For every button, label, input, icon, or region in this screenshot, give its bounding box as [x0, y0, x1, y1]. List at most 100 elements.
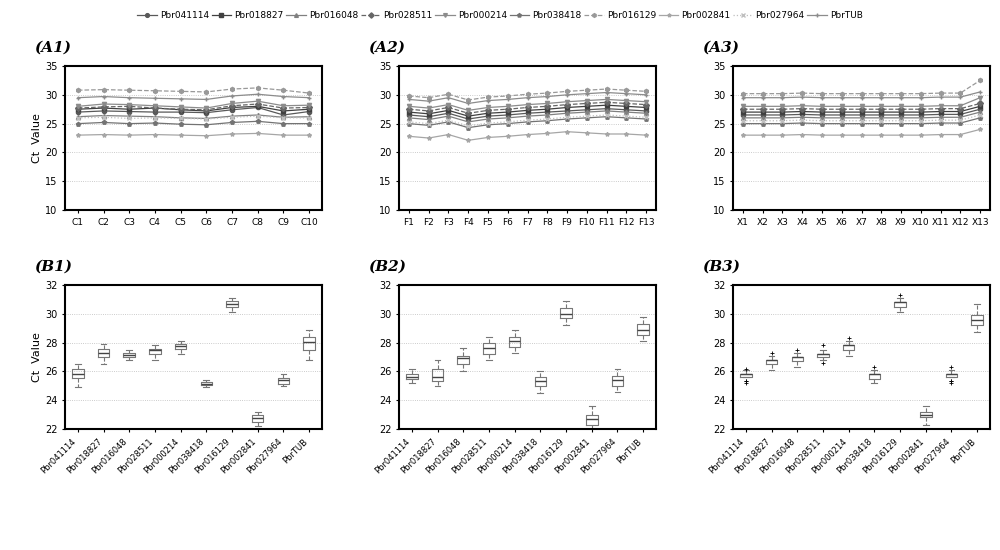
- Pbr000214: [252, 98, 264, 104]
- Pbr016129: [303, 90, 315, 96]
- Pbr027964: [620, 113, 632, 119]
- Line: Pbr018827: Pbr018827: [407, 103, 648, 118]
- Pbr000214: [776, 103, 788, 109]
- Legend: Pbr041114, Pbr018827, Pbr016048, Pbr028511, Pbr000214, Pbr038418, Pbr016129, Pbr: Pbr041114, Pbr018827, Pbr016048, Pbr0285…: [134, 7, 866, 24]
- Text: (B2): (B2): [368, 260, 406, 273]
- Pbr000214: [277, 102, 289, 109]
- Text: (A3): (A3): [702, 41, 739, 54]
- Pbr016048: [442, 113, 454, 119]
- Pbr002841: [149, 131, 161, 138]
- Line: PbrTUB: PbrTUB: [741, 90, 982, 100]
- Line: Pbr016048: Pbr016048: [741, 110, 982, 120]
- Pbr041114: [816, 112, 828, 118]
- Pbr016048: [303, 113, 315, 120]
- PbrTUB: [303, 95, 315, 101]
- Pbr018827: [98, 104, 110, 111]
- Pbr018827: [816, 109, 828, 116]
- Pbr016048: [915, 114, 927, 121]
- Pbr028511: [836, 106, 848, 113]
- Pbr018827: [954, 108, 966, 115]
- Line: Pbr028511: Pbr028511: [407, 100, 648, 116]
- PbrTUB: [277, 94, 289, 100]
- PbrTUB: [541, 94, 553, 100]
- PbrTUB: [796, 94, 808, 101]
- Pbr018827: [757, 109, 769, 116]
- Pbr041114: [303, 108, 315, 115]
- Pbr027964: [252, 113, 264, 119]
- PbrTUB: [72, 95, 84, 101]
- Pbr016048: [776, 114, 788, 121]
- Pbr016048: [226, 113, 238, 119]
- Pbr000214: [541, 100, 553, 107]
- PbrTUB: [915, 95, 927, 101]
- Pbr018827: [875, 109, 887, 116]
- Pbr041114: [423, 113, 435, 120]
- Pbr027964: [954, 117, 966, 123]
- Line: Pbr038418: Pbr038418: [741, 116, 982, 126]
- Line: PbrTUB: PbrTUB: [407, 90, 648, 106]
- Pbr041114: [541, 109, 553, 116]
- Pbr016048: [620, 109, 632, 116]
- PbrTUB: [482, 97, 494, 104]
- Line: Pbr027964: Pbr027964: [741, 113, 982, 123]
- Pbr016129: [200, 89, 212, 95]
- Pbr028511: [581, 100, 593, 107]
- Pbr041114: [226, 107, 238, 113]
- Pbr028511: [561, 101, 573, 108]
- PbrTUB: [98, 94, 110, 100]
- Pbr028511: [175, 106, 187, 113]
- Pbr018827: [252, 103, 264, 109]
- Pbr038418: [200, 122, 212, 128]
- Pbr018827: [974, 103, 986, 109]
- Pbr016048: [895, 114, 907, 121]
- Pbr028511: [442, 104, 454, 111]
- Pbr027964: [640, 114, 652, 120]
- Text: (A2): (A2): [368, 41, 405, 54]
- Pbr028511: [462, 110, 474, 117]
- Pbr018827: [442, 107, 454, 114]
- Pbr002841: [482, 134, 494, 141]
- PbrTUB: [149, 95, 161, 102]
- Pbr016048: [149, 113, 161, 120]
- Pbr028511: [252, 101, 264, 107]
- PbrTUB: [123, 95, 135, 101]
- Pbr016129: [561, 88, 573, 95]
- Pbr000214: [974, 95, 986, 101]
- Pbr038418: [581, 114, 593, 121]
- Pbr028511: [640, 101, 652, 108]
- Pbr018827: [502, 109, 514, 116]
- PbrTUB: [175, 96, 187, 102]
- Pbr000214: [502, 103, 514, 109]
- Pbr038418: [757, 120, 769, 127]
- Pbr002841: [954, 131, 966, 138]
- Pbr041114: [561, 108, 573, 114]
- Pbr000214: [149, 102, 161, 109]
- Pbr016129: [482, 94, 494, 101]
- Pbr027964: [226, 114, 238, 120]
- Pbr018827: [149, 104, 161, 111]
- Pbr027964: [776, 118, 788, 124]
- Pbr016048: [252, 112, 264, 118]
- Pbr018827: [175, 107, 187, 113]
- Line: Pbr038418: Pbr038418: [76, 119, 311, 127]
- Line: Pbr041114: Pbr041114: [76, 106, 311, 117]
- Pbr041114: [974, 106, 986, 113]
- Pbr038418: [72, 120, 84, 127]
- Pbr038418: [915, 120, 927, 127]
- Y-axis label: Ct  Value: Ct Value: [32, 332, 42, 382]
- Pbr016129: [954, 90, 966, 96]
- Pbr016129: [123, 87, 135, 94]
- Pbr028511: [123, 103, 135, 109]
- Pbr002841: [200, 133, 212, 139]
- Line: Pbr041114: Pbr041114: [741, 107, 982, 117]
- Pbr002841: [757, 132, 769, 139]
- Pbr000214: [72, 103, 84, 109]
- Pbr018827: [226, 104, 238, 111]
- Pbr018827: [462, 113, 474, 119]
- Pbr028511: [875, 106, 887, 113]
- Pbr016048: [541, 112, 553, 118]
- Pbr041114: [462, 116, 474, 122]
- Pbr041114: [954, 111, 966, 118]
- PbrTUB: [757, 95, 769, 101]
- Pbr041114: [502, 112, 514, 118]
